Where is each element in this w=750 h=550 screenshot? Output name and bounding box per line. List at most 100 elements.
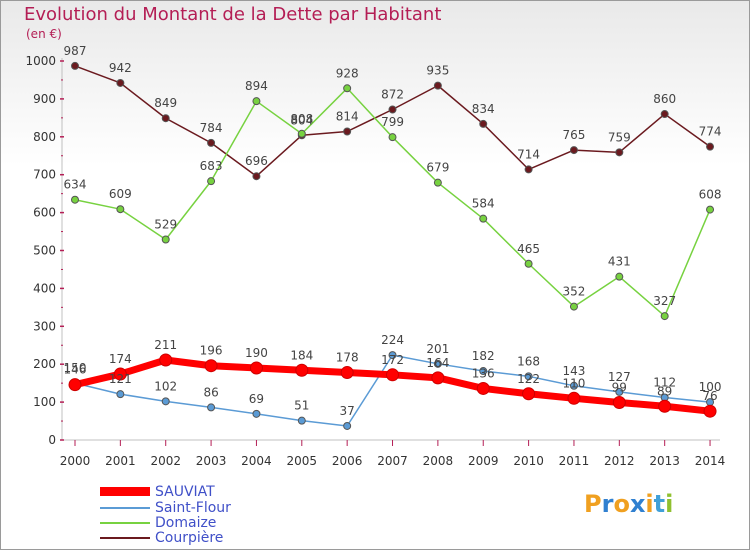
y-tick-label: 200 [33,357,56,371]
data-label-sauviat: 172 [381,353,404,367]
x-tick-label: 2014 [695,454,726,468]
data-label-sauviat: 110 [563,376,586,390]
data-label-courpi-re: 804 [290,113,313,127]
y-tick-label: 700 [33,168,56,182]
y-tick-label: 800 [33,130,56,144]
y-tick-label: 100 [33,395,56,409]
data-label-sauviat: 190 [245,346,268,360]
legend-item-sauviat: SAUVIAT [100,484,215,499]
data-label-saint-flour: 127 [608,370,631,384]
data-point-saint-flour [161,397,170,406]
data-label-domaize: 894 [245,79,268,93]
data-label-sauviat: 196 [200,344,223,358]
chart-title: Evolution du Montant de la Dette par Hab… [24,4,442,25]
logo-letter: i [665,490,674,518]
data-label-courpi-re: 696 [245,154,268,168]
data-point-courpi-re [207,138,216,147]
data-label-domaize: 584 [472,197,495,211]
data-label-courpi-re: 935 [426,64,449,78]
data-label-sauviat: 136 [472,366,495,380]
data-point-courpi-re [479,119,488,128]
data-label-saint-flour: 224 [381,333,404,347]
data-point-sauviat [295,363,309,377]
data-point-saint-flour [252,409,261,418]
data-point-courpi-re [252,172,261,181]
data-label-sauviat: 99 [612,380,627,394]
data-point-courpi-re [161,114,170,123]
data-label-courpi-re: 849 [154,96,177,110]
data-label-sauviat: 184 [290,348,313,362]
data-point-sauviat [386,368,400,382]
x-tick-label: 2012 [604,454,635,468]
data-point-courpi-re [343,127,352,136]
x-tick-label: 2008 [423,454,454,468]
data-label-domaize: 327 [653,294,676,308]
logo-letter: P [584,490,602,518]
logo-letter: r [601,490,614,518]
data-label-sauviat: 146 [64,363,87,377]
data-point-domaize [252,97,261,106]
legend-swatch-saint-flour [100,506,150,509]
y-tick-label: 500 [33,244,56,258]
data-point-domaize [433,178,442,187]
data-label-sauviat: 164 [426,356,449,370]
data-label-domaize: 529 [154,218,177,232]
data-labels: 987 942 849 784 696 804 814 872 935 834 714 765 759 8… [64,44,722,418]
series-layer [68,61,717,430]
data-point-sauviat [113,367,127,381]
data-point-domaize [569,302,578,311]
data-label-saint-flour: 69 [249,392,264,406]
data-label-saint-flour: 150 [64,361,87,375]
data-label-courpi-re: 765 [563,128,586,142]
data-point-sauviat [204,359,218,373]
y-tick-label: 0 [48,433,56,447]
data-label-domaize: 683 [200,159,223,173]
x-tick-label: 2009 [468,454,499,468]
data-label-sauviat: 89 [657,384,672,398]
data-point-domaize [388,133,397,142]
data-label-saint-flour: 182 [472,349,495,363]
data-label-sauviat: 178 [336,351,359,365]
legend-item-saint-flour: Saint-Flour [100,500,231,515]
data-point-domaize [615,272,624,281]
data-point-courpi-re [706,142,715,151]
unit-label: (en €) [26,27,62,41]
x-tick-label: 2013 [649,454,680,468]
data-point-domaize [706,205,715,214]
data-label-courpi-re: 987 [64,44,87,58]
data-label-saint-flour: 143 [563,364,586,378]
data-label-domaize: 431 [608,255,631,269]
data-label-saint-flour: 102 [154,379,177,393]
data-point-saint-flour [479,367,488,376]
x-tick-label: 2001 [105,454,136,468]
data-label-domaize: 609 [109,187,132,201]
data-label-courpi-re: 860 [653,92,676,106]
data-point-domaize [207,177,216,186]
legend-item-courpiere: Courpière [100,530,223,545]
x-tick-label: 2002 [150,454,181,468]
data-point-sauviat [612,395,626,409]
data-point-sauviat [249,361,263,375]
data-point-sauviat [340,366,354,380]
data-label-saint-flour: 51 [294,399,309,413]
x-tick-label: 2011 [559,454,590,468]
data-point-sauviat [567,391,581,405]
logo-letter: x [629,490,646,518]
data-label-domaize: 634 [64,178,87,192]
data-label-sauviat: 76 [702,389,717,403]
data-label-sauviat: 211 [154,338,177,352]
data-label-sauviat: 174 [109,352,132,366]
y-tick-label: 400 [33,281,56,295]
data-label-courpi-re: 784 [200,121,223,135]
data-point-domaize [343,84,352,93]
data-label-saint-flour: 168 [517,354,540,368]
logo-letter: o [613,490,630,518]
data-label-courpi-re: 814 [336,109,359,123]
data-label-domaize: 679 [426,161,449,175]
y-tick-label: 900 [33,92,56,106]
data-point-sauviat [703,404,717,418]
data-point-saint-flour [388,351,397,360]
data-point-saint-flour [524,372,533,381]
